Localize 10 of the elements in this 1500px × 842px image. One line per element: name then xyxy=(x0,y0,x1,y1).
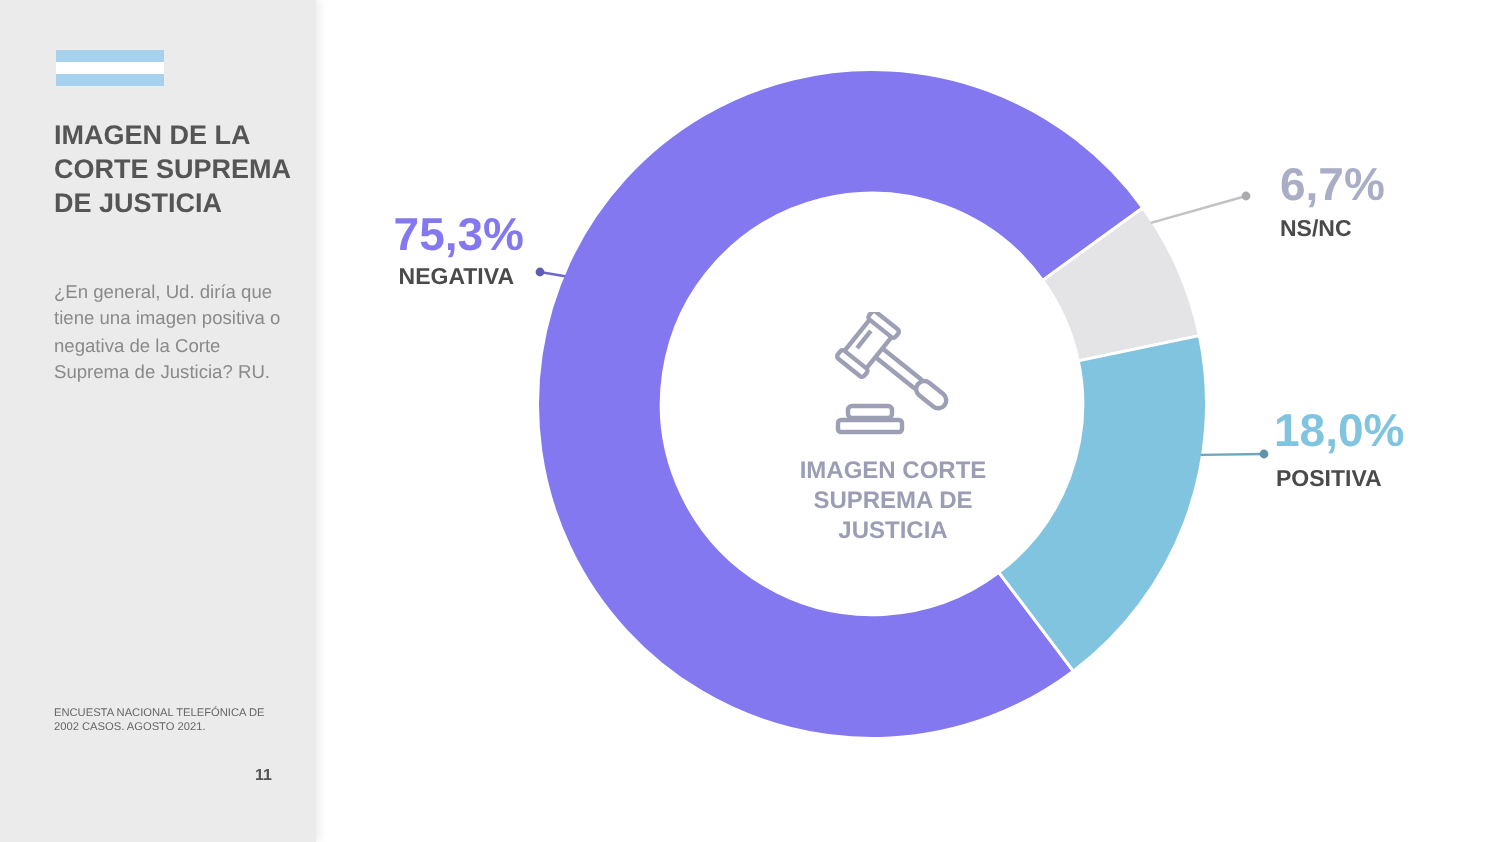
text: IMAGEN CORTE SUPREMA DE JUSTICIA xyxy=(797,456,989,546)
text: 11 xyxy=(253,766,272,786)
slice-label: NS/NC xyxy=(1280,218,1352,242)
data-label: 75,3% xyxy=(393,208,524,260)
text: IMAGEN DE LA CORTE SUPREMA DE JUSTICIA xyxy=(54,118,293,220)
data-label: 6,7% xyxy=(1280,158,1385,210)
slice-label: POSITIVA xyxy=(1276,468,1382,492)
text: ¿En general, Ud. diría que tiene una imagen positiva o negativa de la Corte Suprema de Justicia? RU. xyxy=(54,280,283,386)
slice-label: NEGATIVA xyxy=(398,266,514,290)
data-label: 18,0% xyxy=(1274,404,1405,456)
